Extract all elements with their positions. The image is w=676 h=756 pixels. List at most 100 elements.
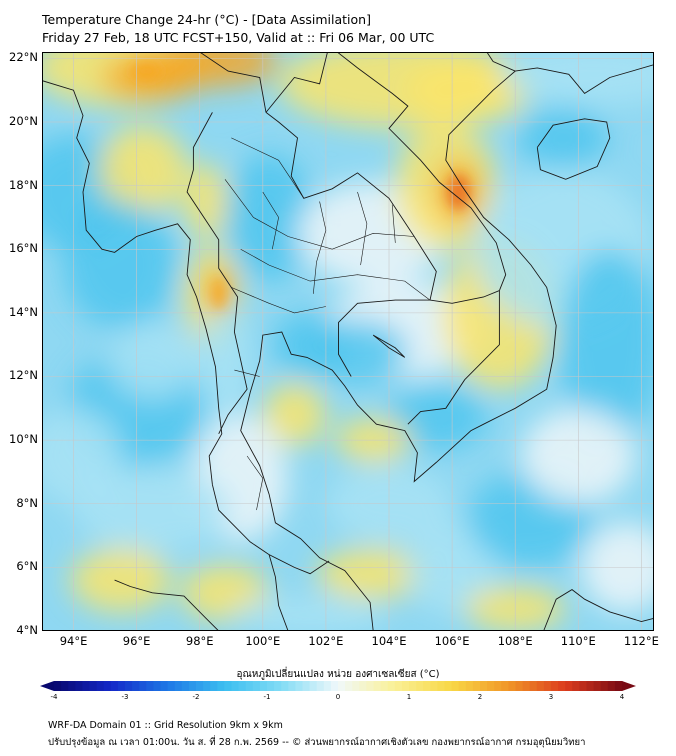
boundary-line [265, 112, 437, 301]
field-patch [70, 548, 172, 612]
province-line [391, 204, 396, 243]
boundary-line [486, 52, 516, 72]
graticule [42, 52, 654, 631]
colorbar-cell [330, 681, 339, 691]
colorbar-cell [508, 681, 516, 691]
colorbar-cell [345, 681, 353, 691]
boundary-line [372, 334, 406, 358]
boundary-line [429, 290, 500, 304]
colorbar-cell [231, 681, 239, 691]
boundary-line [268, 554, 330, 575]
colorbar-cell [96, 681, 105, 691]
province-line [246, 455, 264, 511]
colorbar-cell [586, 681, 594, 691]
colorbar-cell [139, 681, 147, 691]
colorbar-cell [75, 681, 83, 691]
colorbar-tick-label: -4 [50, 693, 58, 701]
colorbar-cell [600, 681, 609, 691]
colorbar-cell [366, 681, 374, 691]
colorbar-cell [224, 681, 232, 691]
colorbar-cell [543, 681, 552, 691]
colorbar-cell [61, 681, 69, 691]
boundary-line [42, 80, 223, 485]
colorbar-cell [146, 681, 154, 691]
colorbar-cell [387, 681, 396, 691]
colorbar-cell [558, 681, 566, 691]
colorbar-cell [551, 681, 559, 691]
field-patch [98, 125, 188, 215]
field-patch [64, 201, 178, 329]
lat-tick-label: 4°N [16, 623, 38, 637]
field-hotspot [210, 277, 227, 310]
colorbar-cell [472, 681, 481, 691]
colorbar-cell [458, 681, 467, 691]
colorbar-tick-label: 4 [619, 693, 625, 701]
boundary-line [114, 579, 220, 631]
colorbar-cell [117, 681, 126, 691]
chart-subtitle: Friday 27 Feb, 18 UTC FCST+150, Valid at… [42, 30, 435, 45]
colorbar-tick-label: 1 [406, 693, 412, 701]
colorbar-cell [167, 681, 176, 691]
colorbar-cell [323, 681, 332, 691]
colorbar-cell [160, 681, 168, 691]
colorbar-cell [174, 681, 183, 691]
lon-tick-label: 112°E [623, 634, 659, 648]
colorbar-cell [238, 681, 247, 691]
colorbar-cell [607, 681, 616, 691]
province-line [313, 201, 327, 294]
boundary-line [240, 64, 654, 631]
footer-model-info: WRF-DA Domain 01 :: Grid Resolution 9km … [48, 720, 283, 731]
lat-tick-label: 16°N [9, 241, 38, 256]
province-line [357, 191, 368, 266]
colorbar-cell [281, 681, 289, 691]
lon-tick-label: 108°E [497, 634, 533, 648]
colorbar-tick-label: -1 [263, 693, 271, 701]
field-hotspot [447, 174, 470, 210]
colorbar-cell [316, 681, 325, 691]
colorbar-cell [203, 681, 211, 691]
lat-tick-label: 22°N [9, 50, 38, 65]
colorbar-cell [110, 681, 119, 691]
boundary-line [211, 484, 289, 631]
colorbar-cell [54, 681, 62, 691]
colorbar-cell [153, 681, 161, 691]
boundary-line [407, 290, 500, 425]
lon-tick-label: 110°E [560, 634, 596, 648]
boundary-line [338, 299, 430, 377]
lat-tick-label: 8°N [16, 495, 38, 510]
map-frame [42, 52, 654, 631]
colorbar-cell [267, 681, 275, 691]
field-patch [224, 153, 314, 282]
lon-tick-label: 94°E [59, 634, 88, 648]
lat-tick-label: 6°N [16, 559, 38, 574]
colorbar-cell [181, 681, 190, 691]
colorbar-cell [451, 681, 460, 691]
colorbar-cell [196, 681, 204, 691]
field-patch [518, 106, 607, 170]
province-line [231, 287, 326, 314]
field-patch [199, 303, 251, 418]
lat-tick-label: 10°N [9, 432, 38, 447]
colorbar-cell [614, 681, 623, 691]
lon-tick-label: 106°E [434, 634, 470, 648]
colorbar-cell [380, 681, 389, 691]
colorbar-cell [373, 681, 381, 691]
colorbar-cell [295, 681, 303, 691]
colorbar-cell [288, 681, 296, 691]
colorbar-cell [494, 681, 502, 691]
colorbar-cell [593, 681, 602, 691]
colorbar-tick-label: 0 [335, 693, 341, 701]
field-patch [108, 322, 197, 399]
footer-credit: ปรับปรุงข้อมูล ณ เวลา 01:00น. วัน ส. ที่… [48, 737, 586, 748]
colorbar-cell [579, 681, 587, 691]
field-patch [559, 249, 654, 441]
colorbar-cell [125, 681, 133, 691]
colorbar-cell [188, 681, 197, 691]
colorbar-cell [529, 681, 538, 691]
colorbar-cell [89, 681, 97, 691]
colorbar-cell [252, 681, 261, 691]
colorbar-tick-label: 2 [477, 693, 483, 701]
lon-tick-label: 98°E [185, 634, 214, 648]
colorbar-title: อุณหภูมิเปลี่ยนแปลง หน่วย องศาเซลเซียส (… [236, 669, 440, 680]
colorbar-cell [82, 681, 90, 691]
